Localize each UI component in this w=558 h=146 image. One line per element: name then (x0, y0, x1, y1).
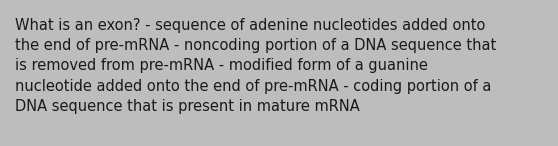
Text: What is an exon? - sequence of adenine nucleotides added onto
the end of pre-mRN: What is an exon? - sequence of adenine n… (15, 18, 496, 114)
